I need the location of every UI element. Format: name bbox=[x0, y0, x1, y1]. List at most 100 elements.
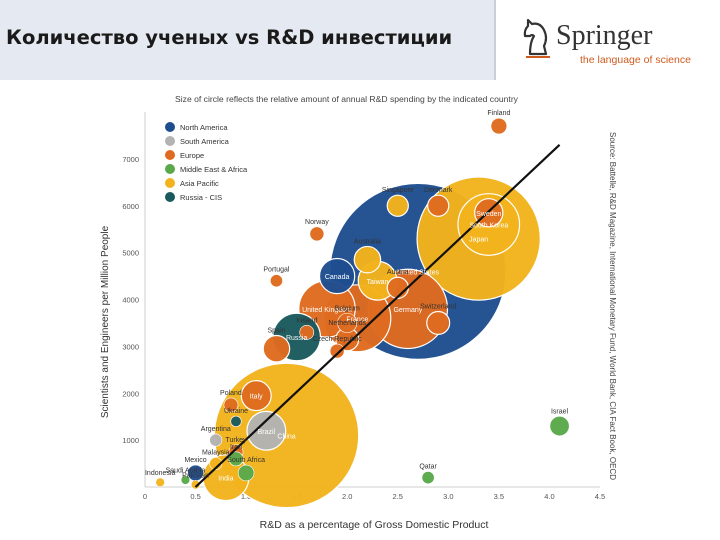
y-tick-label: 7000 bbox=[122, 155, 139, 164]
bubble-label: France bbox=[346, 316, 368, 323]
x-tick-label: 3.5 bbox=[494, 492, 504, 501]
bubble-label: Japan bbox=[469, 237, 488, 244]
trendline-layer bbox=[194, 144, 561, 488]
chart-title: Size of circle reflects the relative amo… bbox=[175, 94, 519, 104]
bubble-iran bbox=[228, 451, 244, 467]
bubble-label: South Africa bbox=[227, 457, 265, 464]
bubble-qatar bbox=[421, 471, 435, 485]
bubble-label: Spain bbox=[267, 328, 285, 335]
bubble-label: Norway bbox=[305, 219, 329, 226]
bubble-label: Canada bbox=[325, 274, 350, 281]
bubble-norway bbox=[309, 226, 325, 242]
x-tick-label: 2.5 bbox=[393, 492, 403, 501]
legend-swatch bbox=[165, 122, 175, 132]
bubble-label: Saudi Arabia bbox=[166, 468, 206, 475]
bubble-belgium bbox=[337, 312, 358, 333]
bubble-czech-republic bbox=[329, 343, 345, 359]
y-axis-label: Scientists and Engineers per Million Peo… bbox=[100, 225, 111, 418]
x-axis-label: R&D as a percentage of Gross Domestic Pr… bbox=[260, 519, 489, 531]
bubble-spain bbox=[262, 334, 291, 363]
bubble-label: Pakistan bbox=[182, 472, 209, 479]
bubble-ireland bbox=[299, 324, 315, 340]
bubble-label: Finland bbox=[487, 110, 510, 117]
bubble-pakistan bbox=[190, 479, 201, 490]
bubble-label: Switzerland bbox=[420, 303, 456, 310]
bubble-label: Israel bbox=[551, 408, 569, 415]
x-tick-label: 1.0 bbox=[241, 492, 251, 501]
legend-label: Europe bbox=[180, 151, 204, 160]
bubble-austria bbox=[386, 276, 409, 299]
springer-tagline: the language of science bbox=[580, 54, 691, 66]
y-tick-label: 3000 bbox=[122, 342, 139, 351]
y-tick-label: 1000 bbox=[122, 436, 139, 445]
source-note: Source: Battelle, R&D Magazine, Internat… bbox=[608, 132, 617, 480]
legend-label: Middle East & Africa bbox=[180, 165, 248, 174]
bubble-label: United States bbox=[397, 269, 440, 276]
trendline bbox=[194, 144, 561, 488]
bubble-label: Austria bbox=[387, 269, 409, 276]
bubble-label: Ukraine bbox=[224, 408, 248, 415]
slide-title: Количество ученых vs R&D инвестиции bbox=[6, 26, 453, 49]
legend-swatch bbox=[165, 164, 175, 174]
bubble-label: Qatar bbox=[419, 463, 437, 470]
bubble-label: Belgium bbox=[335, 305, 360, 312]
legend-label: South America bbox=[180, 137, 230, 146]
bubble-layer bbox=[155, 117, 570, 509]
bubble-label: Singapore bbox=[382, 187, 414, 194]
bubble-label: Germany bbox=[393, 307, 422, 314]
bubble-saudi-arabia bbox=[180, 475, 191, 485]
bubble-label: Poland bbox=[220, 390, 242, 397]
bubble-label: Russia bbox=[286, 335, 308, 342]
x-tick-label: 0.5 bbox=[190, 492, 200, 501]
legend-swatch bbox=[165, 150, 175, 160]
x-tick-label: 3.0 bbox=[443, 492, 453, 501]
x-tick-label: 4.0 bbox=[544, 492, 554, 501]
bubble-finland bbox=[490, 117, 508, 135]
legend-label: Asia Pacific bbox=[180, 179, 219, 188]
bubble-ukraine bbox=[230, 415, 242, 427]
bubble-label: Czech Republic bbox=[313, 336, 363, 343]
bubble-label: Portugal bbox=[263, 267, 290, 274]
bubble-south-africa bbox=[237, 464, 255, 482]
bubble-label: Argentina bbox=[201, 426, 231, 433]
bubble-italy bbox=[240, 380, 272, 412]
bubble-chart: Size of circle reflects the relative amo… bbox=[100, 94, 617, 531]
legend-label: Russia - CIS bbox=[180, 193, 222, 202]
bubble-label: Australia bbox=[354, 238, 381, 245]
legend-swatch bbox=[165, 136, 175, 146]
bubble-label: Italy bbox=[250, 394, 263, 401]
bubble-poland bbox=[223, 397, 239, 413]
bubble-label: Indonesia bbox=[145, 470, 175, 477]
legend-label: North America bbox=[180, 123, 228, 132]
x-tick-label: 4.5 bbox=[595, 492, 605, 501]
bubble-label: Malaysia bbox=[202, 449, 230, 456]
bubble-israel bbox=[549, 416, 570, 437]
y-tick-label: 6000 bbox=[122, 202, 139, 211]
bubble-argentina bbox=[209, 433, 223, 447]
y-tick-labels: 1000 2000 3000 4000 5000 6000 7000 bbox=[122, 155, 139, 445]
bubble-label: Denmark bbox=[424, 187, 453, 194]
bubble-label: United Kingdom bbox=[302, 307, 352, 314]
bubble-label: Netherlands bbox=[328, 320, 366, 327]
springer-logo: Springer the language of science bbox=[512, 8, 716, 74]
y-tick-label: 4000 bbox=[122, 296, 139, 305]
x-tick-label: 2.0 bbox=[342, 492, 352, 501]
bubble-portugal bbox=[269, 274, 283, 288]
bubble-label: Turkey bbox=[225, 437, 247, 444]
bubble-label: China bbox=[277, 433, 295, 440]
bubble-australia bbox=[353, 245, 382, 274]
bubble-label: India bbox=[218, 476, 233, 483]
y-tick-label: 5000 bbox=[122, 249, 139, 258]
bubble-denmark bbox=[427, 194, 450, 217]
y-tick-label: 2000 bbox=[122, 389, 139, 398]
bubble-canada bbox=[318, 257, 356, 295]
title-band: Количество ученых vs R&D инвестиции bbox=[0, 0, 496, 80]
legend-swatch bbox=[165, 192, 175, 202]
bubble-label: Ireland bbox=[296, 317, 318, 324]
bubble-label: Taiwan bbox=[367, 279, 389, 286]
bubble-singapore bbox=[386, 194, 409, 217]
bubble-label: Brazil bbox=[258, 429, 276, 436]
bubble-indonesia bbox=[155, 477, 165, 488]
x-tick-label: 0 bbox=[143, 492, 147, 501]
legend-swatch bbox=[165, 178, 175, 188]
